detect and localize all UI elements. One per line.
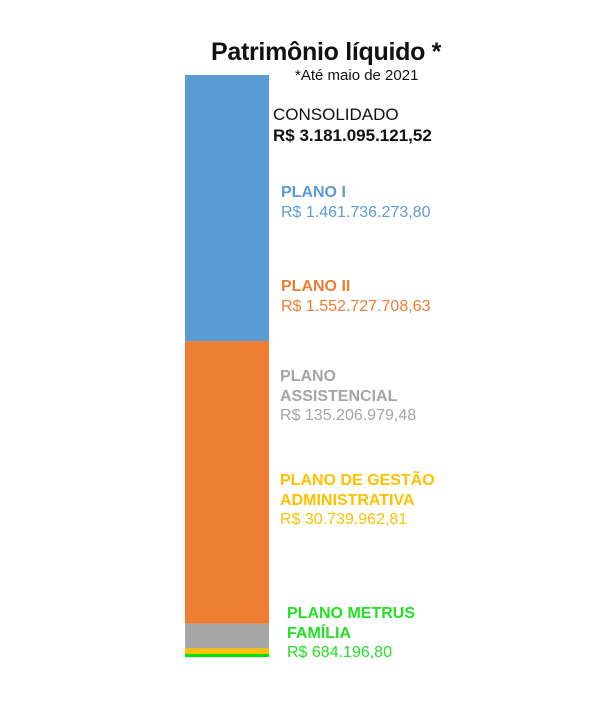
series-value: R$ 1.461.736.273,80 [281, 203, 431, 221]
series-value: R$ 1.552.727.708,63 [281, 297, 431, 315]
series-label-plano-ii: PLANO II R$ 1.552.727.708,63 [281, 277, 481, 316]
series-name: PLANO METRUS FAMÍLIA [287, 605, 415, 642]
series-name: PLANO ASSISTENCIAL [280, 368, 398, 405]
series-label-plano-metrus-familia: PLANO METRUS FAMÍLIA R$ 684.196,80 [287, 604, 457, 663]
bar-segment-1 [185, 75, 269, 342]
chart-title: Patrimônio líquido * [211, 38, 442, 66]
total-value: R$ 3.181.095.121,52 [273, 125, 432, 145]
bar-segment-3 [185, 623, 269, 649]
chart-subtitle: *Até maio de 2021 [295, 67, 419, 84]
bar-segment-5 [185, 654, 269, 657]
series-label-plano-gestao-administrativa: PLANO DE GESTÃO ADMINISTRATIVA R$ 30.739… [280, 471, 470, 530]
bar-segment-4 [185, 648, 269, 655]
series-label-plano-assistencial: PLANO ASSISTENCIAL R$ 135.206.979,48 [280, 367, 440, 426]
series-label-plano-i: PLANO I R$ 1.461.736.273,80 [281, 183, 481, 222]
series-value: R$ 30.739.962,81 [280, 511, 408, 529]
series-value: R$ 135.206.979,48 [280, 407, 417, 425]
series-name: PLANO DE GESTÃO ADMINISTRATIVA [280, 472, 435, 509]
total-label: CONSOLIDADO R$ 3.181.095.121,52 [273, 105, 432, 146]
series-name: PLANO I [281, 184, 346, 201]
series-value: R$ 684.196,80 [287, 644, 392, 662]
total-name: CONSOLIDADO [273, 105, 399, 124]
bar-segment-2 [185, 341, 269, 624]
series-name: PLANO II [281, 278, 351, 295]
